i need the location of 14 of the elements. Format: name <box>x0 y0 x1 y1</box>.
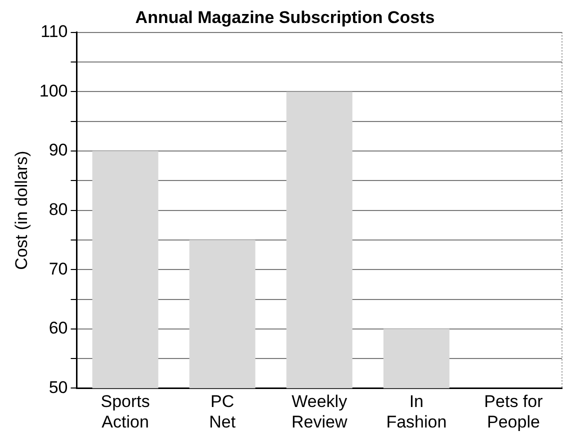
x-tick-label: Weekly Review <box>292 392 348 432</box>
chart-title: Annual Magazine Subscription Costs <box>135 8 435 27</box>
y-tick-label: 60 <box>48 318 68 338</box>
y-tick-label: 90 <box>48 140 68 160</box>
y-tick-label: 70 <box>48 259 68 278</box>
y-tick-label: 110 <box>40 22 68 42</box>
y-tick-label: 100 <box>39 81 68 100</box>
x-tick-label: Pets for People <box>484 392 544 432</box>
y-axis-title: Cost (in dollars) <box>12 150 31 270</box>
x-tick-label: PC Net <box>209 392 236 432</box>
x-tick-label: In Fashion <box>386 392 447 432</box>
y-tick-label: 80 <box>48 200 68 219</box>
y-tick-label: 50 <box>48 378 68 397</box>
x-tick-label: Sports Action <box>100 392 150 432</box>
